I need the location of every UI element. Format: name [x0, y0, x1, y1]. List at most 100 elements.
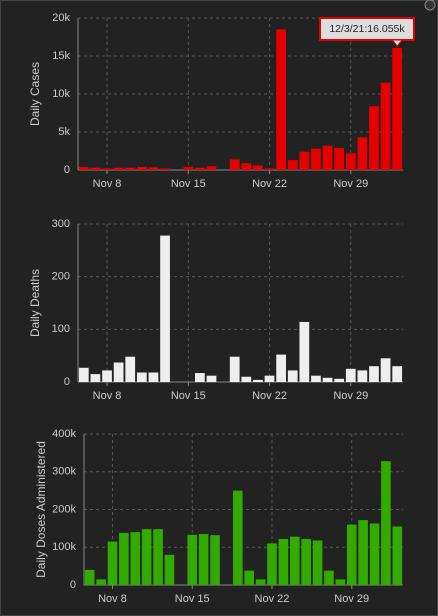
bar [334, 147, 345, 170]
bar [141, 529, 152, 585]
bar [380, 358, 391, 382]
bar [255, 579, 266, 585]
bar [369, 106, 379, 170]
y-tick-label: 300 [52, 218, 70, 230]
bar [90, 167, 101, 170]
bar [345, 153, 356, 170]
bar [322, 377, 333, 382]
y-tick-label: 300k [52, 466, 76, 478]
bar [322, 145, 333, 170]
bar [136, 372, 147, 382]
x-tick-label: Nov 22 [255, 593, 290, 605]
bar [287, 370, 298, 382]
bar [206, 166, 217, 170]
y-axis-label: Daily Doses Administered [34, 441, 48, 578]
bar [107, 541, 118, 585]
y-tick-label: 15k [52, 50, 70, 62]
y-axis-label: Daily Deaths [28, 269, 42, 337]
bar [345, 368, 356, 382]
bar [136, 166, 147, 170]
y-tick-label: 5k [58, 126, 70, 138]
bar [183, 166, 194, 170]
bar [102, 168, 112, 170]
close-button[interactable] [424, 0, 436, 11]
tooltip-text: 12/3/21:16.055k [329, 23, 405, 35]
x-tick-label: Nov 15 [171, 390, 206, 402]
bar [102, 370, 112, 382]
bar [164, 554, 175, 585]
bar [312, 540, 323, 585]
bar [130, 532, 141, 585]
bar [392, 47, 403, 171]
bar [267, 543, 277, 585]
bar [113, 167, 124, 170]
bar [119, 532, 129, 585]
bar [287, 160, 298, 170]
bar [125, 167, 136, 170]
bar [358, 520, 368, 585]
bar [369, 523, 380, 585]
bar [264, 375, 275, 382]
bar [195, 167, 205, 170]
bar [289, 536, 300, 585]
tooltip-pointer [391, 39, 404, 47]
y-tick-label: 200 [52, 271, 70, 283]
bar [264, 168, 275, 170]
y-tick-label: 100 [52, 323, 70, 335]
y-tick-label: 400k [52, 428, 76, 440]
bar [381, 461, 391, 585]
bar [369, 366, 379, 382]
x-tick-label: Nov 22 [252, 178, 287, 190]
bar [78, 166, 89, 170]
x-tick-label: Nov 22 [252, 390, 287, 402]
y-tick-label: 200k [52, 503, 76, 515]
bar [346, 524, 357, 585]
bar [148, 372, 159, 382]
bar [334, 378, 345, 382]
x-tick-label: Nov 29 [333, 178, 368, 190]
bar [90, 374, 101, 382]
bar [311, 375, 321, 382]
bar [195, 373, 205, 382]
bar [241, 376, 252, 382]
tooltip-box [319, 17, 415, 41]
bar [311, 148, 321, 170]
bar [276, 29, 286, 171]
bar [148, 167, 159, 170]
y-axis-label: Daily Cases [28, 62, 42, 126]
bar [113, 362, 124, 382]
bar [392, 526, 403, 585]
x-tick-label: Nov 15 [175, 593, 210, 605]
bar [357, 137, 368, 170]
x-tick-label: Nov 15 [171, 178, 206, 190]
x-tick-label: Nov 8 [98, 593, 127, 605]
bar [206, 375, 217, 382]
bar [244, 570, 254, 585]
x-tick-label: Nov 8 [93, 178, 122, 190]
bar [160, 168, 170, 170]
bar [241, 163, 252, 170]
bar [301, 538, 311, 585]
y-tick-label: 100k [52, 541, 76, 553]
bar [210, 535, 220, 585]
bar [78, 367, 89, 382]
bar [335, 579, 346, 585]
bar [357, 370, 368, 382]
bar [96, 579, 106, 585]
y-tick-label: 0 [64, 376, 70, 388]
bar [233, 490, 243, 585]
y-tick-label: 0 [70, 579, 76, 591]
bar [278, 538, 289, 585]
bar [253, 379, 263, 382]
bar [153, 529, 163, 585]
bar [324, 570, 334, 585]
bar [84, 569, 95, 585]
bar [125, 356, 136, 382]
y-tick-label: 10k [52, 88, 70, 100]
bar [276, 354, 286, 382]
bar [299, 321, 310, 382]
x-tick-label: Nov 29 [334, 593, 369, 605]
bar [253, 165, 263, 170]
